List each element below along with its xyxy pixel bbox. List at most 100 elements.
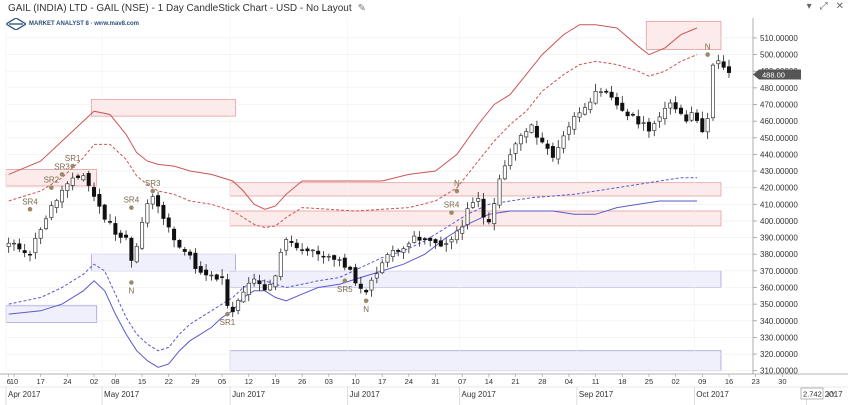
y-tick-label: 320.00000 (760, 350, 798, 359)
candle (348, 266, 353, 270)
x-month-label: May 2017 (104, 390, 140, 399)
pivot-marker (70, 163, 75, 169)
candle (108, 221, 113, 223)
y-tick-label: 440.00000 (760, 150, 798, 159)
grid-layer (5, 18, 807, 374)
y-tick-label: 350.00000 (760, 300, 798, 309)
pivot-marker (225, 311, 230, 317)
expand-icon[interactable]: ⤢ (819, 1, 828, 12)
candle (492, 203, 497, 224)
y-tick-label: 400.00000 (760, 217, 798, 226)
upper-red-band-line (8, 24, 698, 210)
x-day-label: 17 (378, 377, 386, 386)
candle (502, 165, 507, 180)
pivot-marker (342, 278, 348, 284)
candle (252, 278, 257, 284)
y-tick-label: 410.00000 (760, 200, 798, 209)
market-analyst-logo-icon (6, 18, 26, 30)
candle (172, 228, 177, 241)
candle (316, 250, 321, 255)
candle (390, 250, 395, 257)
last-price-flag (753, 69, 801, 80)
candle (129, 237, 134, 261)
pivot-label: N (454, 179, 460, 188)
candle (273, 275, 278, 288)
y-tick-label: 420.00000 (760, 184, 798, 193)
candle (385, 254, 390, 263)
pivot-label: SR4 (444, 201, 460, 210)
candle (369, 279, 374, 291)
candle (428, 237, 433, 241)
candle (620, 102, 625, 111)
candle (710, 64, 715, 119)
candle (6, 242, 11, 247)
candle (225, 279, 230, 306)
x-day-label: 09 (698, 377, 706, 386)
candle (49, 205, 54, 218)
support-zone (90, 253, 236, 272)
candle (230, 306, 235, 313)
candle (374, 273, 379, 279)
candle (150, 196, 155, 205)
pivot-marker (449, 210, 454, 215)
candle (673, 102, 678, 110)
candle (145, 203, 150, 224)
candle (161, 205, 166, 219)
candle (342, 257, 347, 268)
pivot-label: N (363, 305, 369, 314)
x-day-label: 11 (592, 377, 600, 386)
x-day-label: 05 (218, 377, 226, 386)
support-zone (229, 350, 722, 372)
candle (364, 289, 369, 293)
candle (198, 266, 203, 273)
candle (625, 111, 630, 117)
candle (188, 251, 193, 256)
candle (294, 242, 299, 249)
candle (422, 238, 427, 241)
candle (524, 131, 529, 138)
candle (604, 90, 609, 93)
candle (588, 101, 593, 111)
filter-icon[interactable]: ▾ (806, 1, 812, 12)
candle (305, 248, 310, 252)
candle (54, 200, 59, 208)
candle (476, 198, 481, 202)
candle (460, 226, 465, 234)
x-day-label: 21 (511, 377, 519, 386)
resistance-zone (90, 99, 236, 117)
candle (166, 217, 171, 228)
candle (209, 274, 214, 277)
x-day-label: 22 (165, 377, 173, 386)
y-tick-label: 450.00000 (760, 134, 798, 143)
close-icon[interactable]: ✕ (835, 1, 844, 12)
zoom-value: 2.742 (803, 390, 822, 399)
support-zone (5, 305, 98, 323)
candle (582, 107, 587, 115)
pivot-marker (705, 52, 710, 57)
candle (380, 262, 385, 274)
edit-title-pencil-icon[interactable]: ✎ (357, 2, 366, 14)
candle (534, 125, 539, 138)
xy-toggle[interactable]: xY (827, 390, 836, 399)
candle (326, 255, 331, 258)
x-day-label: 19 (271, 377, 279, 386)
candle (310, 249, 315, 252)
pivot-label: SR1 (65, 154, 81, 163)
candle (684, 114, 689, 122)
y-tick-label: 310.00000 (760, 367, 798, 376)
zoom-box[interactable] (800, 387, 824, 400)
candle (598, 91, 603, 93)
candle (236, 300, 241, 311)
x-day-label: 08 (111, 377, 119, 386)
band-lines-layer (8, 24, 698, 368)
pivot-label: SR4 (22, 197, 38, 206)
x-day-label: 16 (725, 377, 733, 386)
pivot-label: SR3 (145, 179, 161, 188)
x-month-label: Jun 2017 (232, 390, 265, 399)
lower-blue-band-line (8, 200, 697, 368)
candle (577, 112, 582, 118)
pivot-marker (363, 298, 369, 304)
candle (449, 239, 454, 243)
